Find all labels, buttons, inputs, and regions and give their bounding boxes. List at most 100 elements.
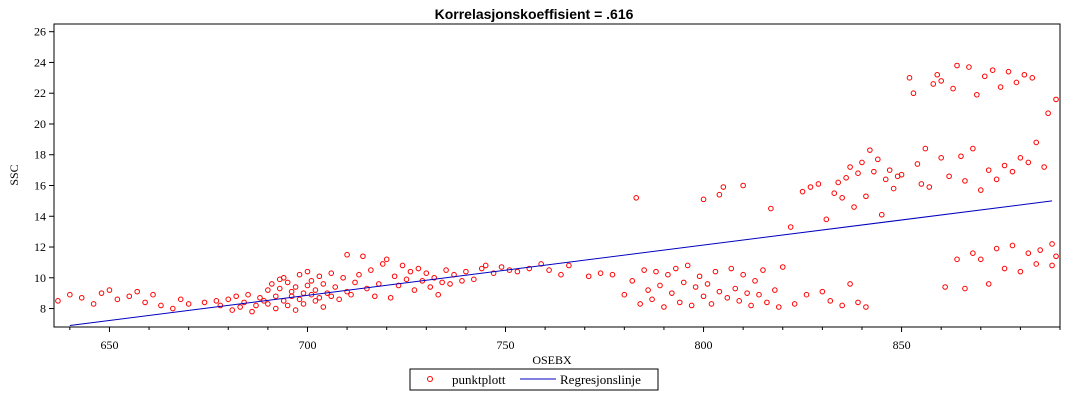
data-point [1025, 159, 1032, 166]
data-point [843, 175, 849, 181]
data-point [1053, 253, 1059, 260]
y-tick-label: 14 [34, 209, 46, 223]
data-point [1033, 261, 1040, 267]
data-point [886, 167, 893, 173]
data-point [245, 291, 251, 298]
data-point [379, 261, 386, 267]
data-point [296, 296, 303, 303]
data-point [993, 176, 1000, 183]
data-point [150, 291, 156, 298]
data-point [312, 298, 319, 304]
data-point [566, 262, 572, 269]
data-point [1041, 164, 1047, 170]
data-point [1049, 262, 1055, 269]
data-point [368, 267, 374, 273]
data-point [1029, 75, 1036, 81]
data-point [827, 298, 834, 304]
data-point [819, 288, 826, 295]
data-point [974, 91, 980, 98]
data-point [276, 285, 283, 292]
data-point [997, 84, 1004, 90]
data-point [265, 287, 271, 293]
regression-line [69, 200, 1053, 326]
data-point [760, 267, 766, 273]
data-point [407, 268, 414, 275]
data-point [257, 294, 263, 301]
data-point [241, 299, 247, 306]
data-point [185, 301, 192, 307]
data-point [1017, 268, 1024, 275]
data-point [878, 211, 885, 218]
data-points [55, 62, 1059, 315]
data-point [958, 153, 964, 160]
data-point [265, 301, 271, 307]
data-point [736, 298, 742, 304]
data-point [316, 294, 323, 301]
data-point [708, 301, 715, 307]
data-point [696, 273, 703, 280]
data-point [970, 250, 976, 256]
data-point [249, 308, 255, 315]
x-tick-label: 850 [893, 338, 911, 352]
data-point [106, 287, 113, 293]
data-point [78, 294, 85, 301]
data-point [177, 296, 184, 303]
data-point [867, 147, 873, 153]
data-point [779, 264, 786, 270]
data-point [688, 302, 695, 309]
data-point [906, 75, 913, 81]
data-point [985, 167, 992, 173]
data-point [676, 299, 683, 306]
data-point [732, 285, 739, 292]
data-point [217, 302, 224, 309]
data-point [831, 190, 838, 196]
data-point [863, 304, 869, 310]
data-point [645, 287, 651, 293]
data-point [296, 271, 303, 278]
data-point [815, 181, 822, 187]
data-point [431, 274, 438, 281]
data-point [1013, 79, 1020, 86]
data-point [772, 287, 778, 293]
data-point [629, 278, 636, 284]
data-point [748, 302, 754, 309]
data-point [471, 276, 477, 283]
data-point [98, 290, 105, 296]
data-point [67, 291, 73, 298]
data-point [288, 288, 295, 295]
data-point [684, 262, 691, 269]
data-point [914, 161, 921, 167]
data-point [284, 279, 291, 286]
data-point [201, 299, 208, 306]
data-point [514, 268, 521, 275]
data-point [213, 298, 220, 304]
data-point [558, 271, 564, 278]
data-point [692, 284, 699, 290]
x-tick-label: 650 [100, 338, 118, 352]
data-point [653, 268, 659, 275]
data-point [272, 305, 279, 312]
data-point [526, 265, 533, 272]
data-point [320, 281, 327, 287]
data-point [284, 302, 291, 309]
x-tick-label: 700 [298, 338, 316, 352]
data-point [1001, 162, 1008, 169]
data-point [348, 291, 354, 298]
data-point [954, 256, 960, 263]
data-point [839, 195, 845, 201]
data-point [443, 267, 449, 273]
data-point [391, 273, 398, 280]
data-point [882, 176, 889, 183]
data-point [158, 302, 164, 309]
data-point [875, 156, 881, 163]
plot-frame [53, 23, 1061, 328]
data-point [851, 204, 857, 210]
data-point [787, 224, 794, 230]
data-point [704, 281, 711, 287]
data-point [962, 178, 968, 184]
data-point [657, 282, 663, 289]
data-point [926, 184, 933, 190]
legend-label-regresjonslinje: Regresjonslinje [560, 372, 641, 387]
data-point [253, 302, 259, 309]
data-point [637, 301, 643, 307]
